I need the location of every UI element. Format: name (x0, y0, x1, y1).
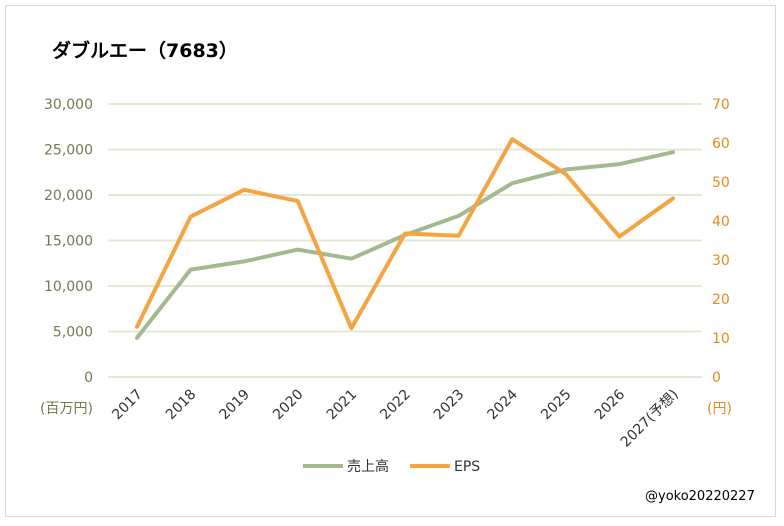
legend-label-sales: 売上高 (347, 458, 389, 475)
x-tick-label: 2025 (538, 387, 575, 424)
credit-text: @yoko20220227 (645, 489, 755, 504)
x-tick-label: 2026 (592, 386, 629, 423)
x-tick-label: 2023 (431, 387, 468, 424)
right-tick-label: 50 (712, 175, 730, 191)
x-tick-label: 2020 (270, 387, 307, 424)
left-tick-label: 20,000 (44, 188, 93, 204)
x-tick-label: 2022 (377, 387, 414, 424)
sales-line (135, 150, 675, 340)
left-tick-label: 30,000 (44, 97, 93, 113)
x-tick-label: 2019 (217, 387, 254, 424)
legend: 売上高 EPS (303, 458, 480, 475)
right-tick-label: 0 (712, 370, 721, 386)
chart-frame (5, 5, 776, 517)
right-tick-label: 30 (712, 253, 730, 269)
left-tick-label: 25,000 (44, 143, 93, 159)
left-tick-label: 10,000 (44, 279, 93, 295)
left-tick-label: 5,000 (53, 325, 93, 341)
x-tick-label: 2017 (109, 387, 146, 424)
x-tick-label: 2021 (324, 387, 361, 424)
right-tick-label: 60 (712, 136, 730, 152)
right-tick-label: 20 (712, 292, 730, 308)
right-axis-unit: (円) (707, 401, 732, 417)
x-tick-label: 2027(予想) (618, 387, 682, 451)
legend-label-eps: EPS (454, 459, 480, 475)
right-tick-label: 70 (712, 97, 730, 113)
x-tick-label: 2024 (485, 386, 522, 423)
left-axis-unit: (百万円) (40, 401, 93, 417)
left-tick-label: 15,000 (44, 234, 93, 250)
right-tick-label: 10 (712, 331, 730, 347)
left-tick-label: 0 (84, 370, 93, 386)
chart-title: ダブルエー（7683） (52, 39, 238, 62)
x-tick-label: 2018 (163, 387, 200, 424)
right-tick-label: 40 (712, 214, 730, 230)
